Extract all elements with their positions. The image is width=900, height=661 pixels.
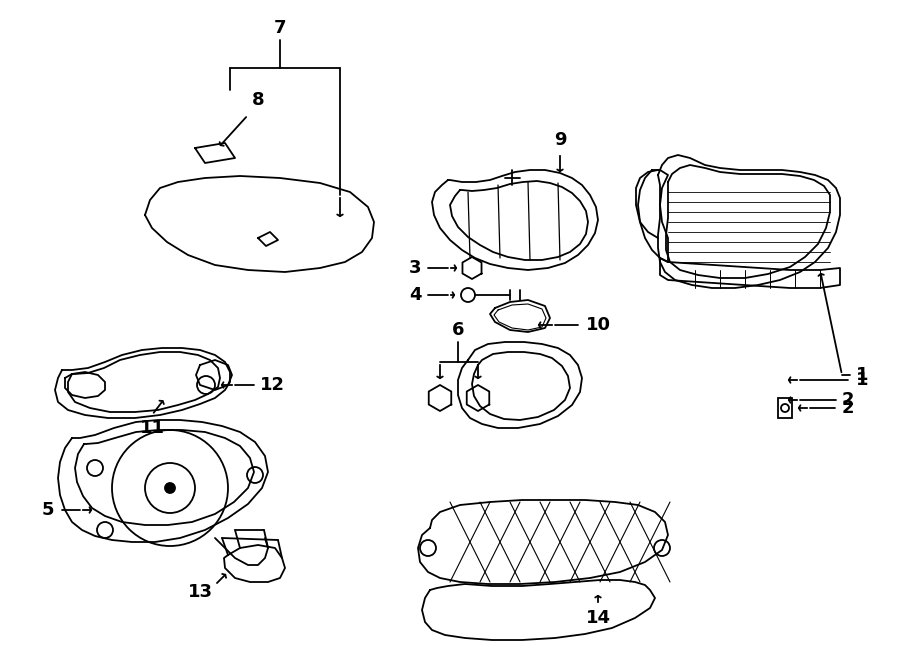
Text: 2: 2 — [842, 391, 854, 409]
Text: 6: 6 — [452, 321, 464, 339]
Text: 1: 1 — [856, 371, 868, 389]
Text: 4: 4 — [409, 286, 421, 304]
Text: 3: 3 — [409, 259, 421, 277]
Text: 14: 14 — [586, 609, 610, 627]
Text: 2: 2 — [842, 399, 854, 417]
Text: 5: 5 — [41, 501, 54, 519]
Bar — [778, 398, 792, 418]
Text: 11: 11 — [140, 419, 165, 437]
Text: 7: 7 — [274, 19, 286, 37]
Text: 8: 8 — [252, 91, 265, 109]
Text: 1: 1 — [856, 366, 868, 384]
Text: 10: 10 — [586, 316, 610, 334]
Circle shape — [165, 483, 175, 493]
Text: 9: 9 — [554, 131, 566, 149]
Text: 13: 13 — [187, 583, 212, 601]
Text: 12: 12 — [259, 376, 284, 394]
